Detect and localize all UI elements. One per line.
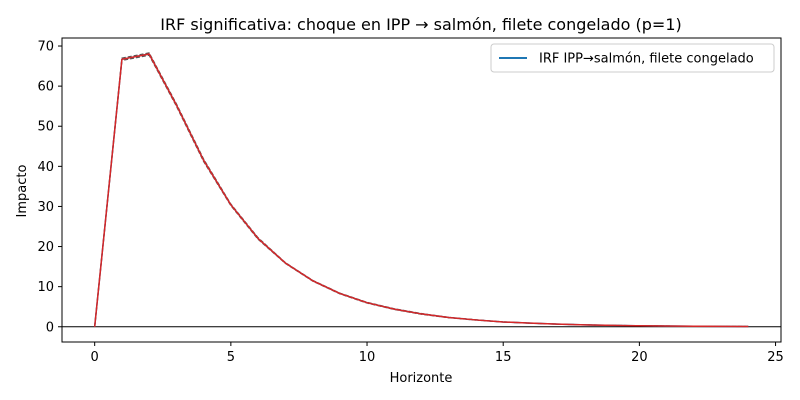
x-tick-label: 10 bbox=[359, 350, 376, 365]
x-tick-label: 0 bbox=[91, 350, 99, 365]
y-tick-label: 30 bbox=[37, 200, 54, 215]
x-tick-label: 25 bbox=[767, 350, 784, 365]
y-axis-label: Impacto bbox=[15, 165, 30, 218]
plot-area: 0 5 10 15 20 25 0 10 20 30 40 50 60 70 bbox=[37, 37, 784, 365]
series-line-1 bbox=[94, 54, 749, 328]
y-tick-label: 0 bbox=[46, 320, 54, 335]
legend: IRF IPP→salmón, filete congelado bbox=[490, 43, 775, 73]
x-tick-label: 15 bbox=[495, 350, 512, 365]
x-tick-label: 5 bbox=[227, 350, 235, 365]
y-tick-label: 10 bbox=[37, 280, 54, 295]
y-tick-label: 70 bbox=[37, 40, 54, 55]
y-tick-label: 60 bbox=[37, 80, 54, 95]
chart-title: IRF significativa: choque en IPP → salmó… bbox=[160, 15, 682, 34]
legend-label: IRF IPP→salmón, filete congelado bbox=[539, 52, 754, 67]
legend-box bbox=[490, 43, 775, 73]
series-line-0 bbox=[93, 53, 749, 328]
x-axis-label: Horizonte bbox=[390, 371, 453, 386]
y-tick-label: 40 bbox=[37, 160, 54, 175]
plot-frame bbox=[61, 37, 782, 343]
y-tick-label: 50 bbox=[37, 120, 54, 135]
y-tick-label: 20 bbox=[37, 240, 54, 255]
series-line-2 bbox=[94, 52, 749, 328]
x-tick-label: 20 bbox=[631, 350, 648, 365]
series-line-3 bbox=[93, 53, 749, 328]
